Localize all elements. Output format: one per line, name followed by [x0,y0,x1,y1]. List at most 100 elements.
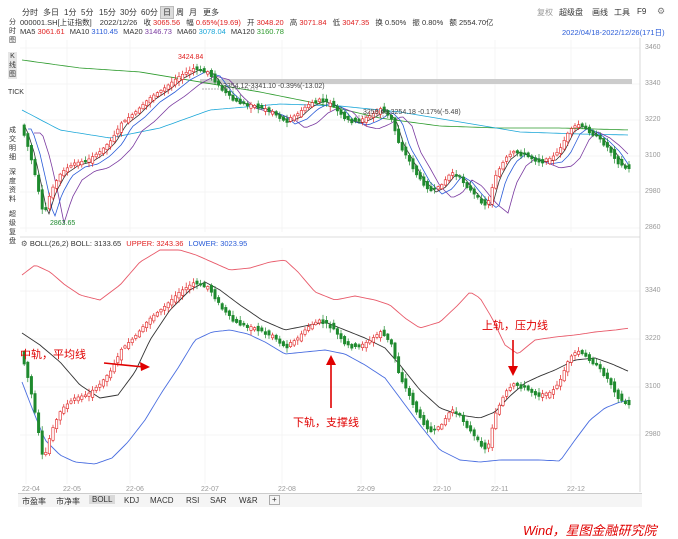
candle-body [479,440,483,447]
candle-body [209,70,213,77]
candle-body [469,425,473,432]
candle-body [148,97,152,104]
candle-body [242,101,246,104]
upper-price-tick: 3100 [645,152,661,159]
candle-body [451,409,455,413]
candle-body [411,158,415,170]
candle-body [206,71,210,75]
sidebar-item-deal[interactable]: 成交明细 [9,127,16,161]
candle-body [436,426,440,430]
candle-body [415,401,419,413]
candle-body [271,111,275,115]
candle-body [296,113,300,117]
candle-body [602,367,606,376]
candle-body [497,404,501,415]
candle-body [119,122,123,133]
super-panel-button[interactable]: 超级盘 [559,8,583,17]
candle-body [159,309,163,313]
date-label: 22-12 [567,486,585,493]
ma60-line [21,103,629,139]
candle-body [454,174,458,177]
candle-body [40,189,44,210]
period-60min[interactable]: 60分 [141,8,158,17]
candle-body [483,199,487,206]
period-day[interactable]: 日 [160,6,174,19]
period-toolbar: 分时 多日 1分 5分 15分 30分 60分 日 周 月 更多 复权 超级盘 … [0,0,678,19]
sidebar-item-depth[interactable]: 深度资料 [9,169,16,203]
candle-body [181,289,185,296]
candle-body [364,342,368,349]
tab-wr[interactable]: W&R [239,496,258,505]
candle-body [127,342,131,349]
candle-body [296,337,300,341]
tab-boll[interactable]: BOLL [89,495,116,504]
tab-rsi[interactable]: RSI [186,496,200,505]
ma10-label: MA10 [69,27,90,36]
sidebar-item-kline[interactable]: K线图 [8,52,17,79]
candle-body [195,66,199,71]
candle-body [339,109,343,115]
period-fenshi[interactable]: 分时 [22,8,38,17]
candle-body [263,108,267,112]
candle-body [411,392,415,405]
sidebar-item-super[interactable]: 超级复盘 [9,211,16,245]
tab-kdj[interactable]: KDJ [124,496,140,505]
tools-button[interactable]: 工具 [614,8,630,17]
upper-price-tick: 3460 [645,44,661,51]
candle-body [141,104,145,110]
adjust-button[interactable]: 复权 [537,8,553,17]
period-month[interactable]: 月 [189,8,197,17]
f9-button[interactable]: F9 [637,7,647,16]
candle-body [47,438,51,454]
period-multiday[interactable]: 多日 [43,8,59,17]
tab-pe[interactable]: 市盈率 [22,497,46,506]
tab-macd[interactable]: MACD [150,496,174,505]
candle-body [595,362,599,366]
candle-body [281,116,285,121]
candle-body [202,282,206,288]
period-30min[interactable]: 30分 [120,8,137,17]
tab-sar[interactable]: SAR [210,496,227,505]
candle-body [587,126,591,134]
period-week[interactable]: 周 [176,8,184,17]
candle-body [317,319,321,324]
period-more[interactable]: 更多 [203,8,219,17]
draw-line-button[interactable]: 画线 [592,8,608,17]
boll-settings-icon[interactable]: ⚙ [21,239,28,248]
candle-body [166,302,170,309]
candle-body [512,383,516,387]
period-15min[interactable]: 15分 [99,8,116,17]
settings-gear-icon[interactable]: ⚙ [657,6,666,16]
candle-body [278,114,282,119]
period-1min[interactable]: 1分 [64,8,77,17]
candle-body [22,351,26,365]
candle-body [155,311,159,317]
candle-body [62,406,66,414]
add-tab-icon[interactable]: + [269,495,280,505]
tab-pb[interactable]: 市净率 [56,497,80,506]
candle-body [605,372,609,379]
candle-body [544,392,548,396]
sidebar-item-tick[interactable]: TICK [8,89,24,96]
candle-body [314,100,318,104]
candle-body [177,76,181,82]
boll-price-tick: 3340 [645,287,661,294]
candle-body [317,98,321,102]
candle-body [422,176,426,186]
candle-body [537,158,541,163]
candle-body [598,364,602,370]
candle-body [267,107,271,112]
candle-body [58,173,62,182]
candle-body [37,412,41,433]
candle-body [307,326,311,331]
period-5min[interactable]: 5分 [81,8,94,17]
candle-body [501,396,505,406]
sidebar-item-fenshi[interactable]: 分时图 [9,19,16,44]
candle-body [163,306,167,311]
high-label: 高 [289,18,298,27]
candle-body [245,103,249,107]
date-range: 2022/04/18-2022/12/26(171日) [562,28,665,37]
candle-body [548,391,552,399]
candle-body [382,329,386,337]
candle-body [623,165,627,169]
